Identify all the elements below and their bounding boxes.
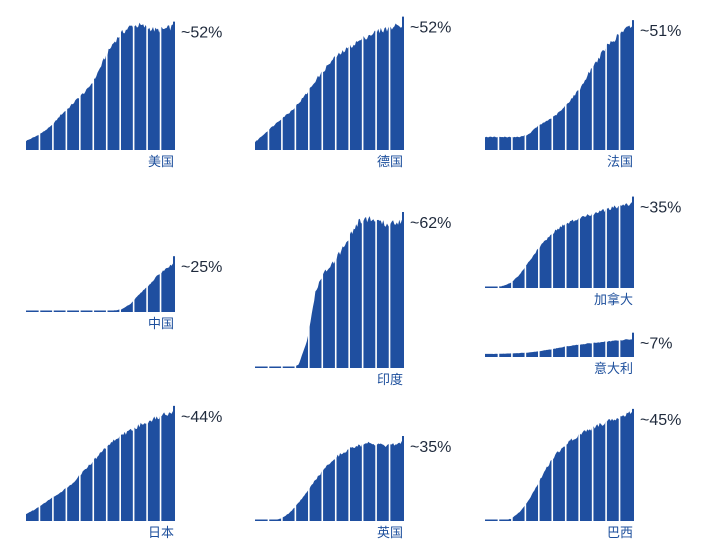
panel-9: ~35% 英国 bbox=[255, 426, 451, 541]
country-label: 英国 bbox=[377, 526, 403, 541]
percentage-label: ~51% bbox=[640, 23, 681, 40]
panel-10: ~45% 巴西 bbox=[485, 404, 681, 541]
country-label: 德国 bbox=[377, 155, 403, 170]
percentage-label: ~44% bbox=[181, 409, 222, 426]
percentage-label: ~62% bbox=[410, 215, 451, 232]
panel-1: ~52% 美国 bbox=[26, 16, 222, 170]
percentage-label: ~45% bbox=[640, 412, 681, 429]
country-label: 美国 bbox=[148, 155, 174, 170]
area-series bbox=[485, 202, 633, 288]
panel-3: ~51% 法国 bbox=[485, 16, 681, 170]
panel-4: ~25% 中国 bbox=[26, 240, 222, 332]
area-series bbox=[255, 22, 403, 151]
area-series bbox=[26, 262, 174, 312]
percentage-label: ~35% bbox=[410, 439, 451, 456]
panel-5: ~62% 印度 bbox=[255, 208, 451, 388]
area-series bbox=[26, 411, 174, 521]
country-label: 巴西 bbox=[607, 526, 633, 541]
panel-7: ~7% 意大利 bbox=[485, 331, 672, 377]
area-series bbox=[26, 22, 174, 151]
percentage-label: ~35% bbox=[640, 200, 681, 217]
country-label: 意大利 bbox=[594, 361, 633, 377]
area-series bbox=[485, 411, 633, 521]
country-label: 印度 bbox=[377, 372, 403, 388]
percentage-label: ~25% bbox=[181, 259, 222, 276]
country-label: 中国 bbox=[148, 317, 174, 332]
area-series bbox=[485, 25, 633, 150]
country-label: 日本 bbox=[148, 526, 174, 541]
country-label: 法国 bbox=[607, 155, 633, 170]
panel-8: ~44% 日本 bbox=[26, 401, 222, 541]
percentage-label: ~52% bbox=[181, 25, 222, 42]
area-series bbox=[485, 338, 633, 357]
percentage-label: ~52% bbox=[410, 20, 451, 37]
percentage-label: ~7% bbox=[640, 336, 672, 353]
area-series bbox=[255, 216, 403, 368]
area-series bbox=[255, 441, 403, 521]
panel-6: ~35% 加拿大 bbox=[485, 194, 681, 308]
panel-2: ~52% 德国 bbox=[255, 16, 451, 170]
country-label: 加拿大 bbox=[594, 292, 633, 308]
